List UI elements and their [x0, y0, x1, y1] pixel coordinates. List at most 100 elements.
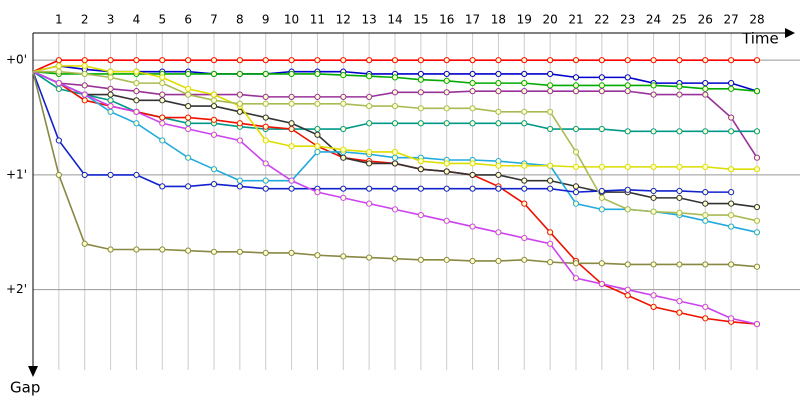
- x-tick-label: 20: [543, 13, 558, 27]
- data-point: [624, 261, 631, 268]
- data-point: [55, 57, 62, 64]
- data-point: [81, 171, 88, 179]
- data-point: [417, 105, 424, 112]
- data-point: [753, 154, 761, 161]
- data-point: [598, 206, 605, 213]
- data-point: [624, 286, 631, 293]
- y-tick-label: +0': [6, 53, 27, 67]
- data-point: [547, 177, 554, 184]
- data-point: [598, 57, 605, 64]
- data-point: [133, 57, 140, 64]
- data-point: [469, 171, 476, 179]
- data-point: [572, 183, 580, 190]
- data-point: [340, 93, 347, 100]
- data-point: [521, 200, 528, 207]
- data-point: [728, 261, 735, 268]
- data-point: [728, 166, 735, 173]
- data-point: [314, 125, 321, 133]
- data-point: [288, 93, 295, 100]
- data-point: [753, 217, 761, 224]
- x-tick-label: 14: [387, 13, 402, 27]
- data-point: [107, 108, 114, 115]
- data-point: [676, 187, 683, 195]
- data-point: [366, 160, 373, 167]
- data-point: [417, 76, 424, 83]
- data-point: [236, 70, 243, 78]
- data-point: [547, 57, 554, 64]
- data-point: [521, 70, 528, 78]
- data-point: [624, 186, 631, 193]
- data-point: [236, 108, 243, 115]
- data-point: [676, 91, 683, 98]
- data-point: [159, 137, 166, 144]
- data-point: [547, 70, 554, 78]
- data-point: [133, 108, 140, 115]
- data-point: [107, 85, 114, 92]
- data-point: [81, 240, 88, 247]
- data-point: [133, 97, 140, 104]
- data-point: [521, 256, 528, 263]
- data-point: [185, 102, 192, 110]
- data-point: [495, 80, 502, 87]
- data-point: [495, 185, 502, 192]
- data-point: [107, 102, 114, 110]
- x-tick-label: 11: [310, 13, 325, 27]
- x-tick-label: 6: [184, 13, 192, 27]
- data-point: [676, 57, 683, 64]
- data-point: [236, 100, 243, 107]
- data-point: [417, 185, 424, 192]
- data-point: [236, 137, 243, 144]
- data-point: [133, 246, 140, 253]
- data-point: [650, 292, 657, 299]
- x-tick-label: 23: [620, 13, 635, 27]
- data-point: [469, 57, 476, 64]
- data-point: [624, 163, 631, 170]
- data-point: [391, 57, 399, 64]
- data-point: [288, 70, 295, 78]
- data-point: [391, 206, 399, 213]
- data-point: [572, 200, 580, 207]
- data-point: [236, 248, 243, 255]
- data-point: [702, 128, 709, 135]
- data-point: [728, 315, 735, 322]
- data-point: [650, 128, 657, 135]
- data-point: [262, 123, 269, 130]
- data-point: [650, 194, 657, 201]
- data-point: [185, 70, 192, 78]
- data-point: [443, 57, 450, 64]
- data-point: [624, 128, 631, 135]
- data-point: [417, 57, 424, 64]
- data-point: [443, 89, 450, 96]
- data-point: [417, 166, 424, 173]
- data-point: [547, 82, 554, 89]
- data-point: [210, 116, 218, 123]
- data-point: [702, 189, 709, 196]
- data-point: [107, 97, 114, 104]
- data-point: [133, 171, 140, 179]
- data-point: [262, 93, 269, 100]
- data-point: [572, 125, 580, 133]
- data-point: [676, 261, 683, 268]
- data-point: [81, 97, 88, 104]
- data-point: [753, 57, 761, 64]
- data-point: [185, 120, 192, 127]
- data-point: [340, 125, 347, 133]
- data-point: [676, 128, 683, 135]
- data-point: [314, 189, 321, 196]
- data-point: [366, 102, 373, 110]
- data-point: [262, 137, 269, 144]
- data-point: [107, 74, 114, 81]
- data-point: [391, 185, 399, 192]
- x-tick-label: 25: [672, 13, 687, 27]
- data-point: [262, 70, 269, 78]
- data-point: [495, 108, 502, 115]
- data-point: [159, 120, 166, 127]
- data-point: [314, 131, 321, 138]
- data-point: [236, 57, 243, 64]
- data-point: [728, 200, 735, 207]
- data-point: [340, 57, 347, 64]
- data-point: [547, 229, 554, 236]
- data-point: [702, 85, 709, 92]
- data-point: [288, 143, 295, 150]
- data-point: [521, 57, 528, 64]
